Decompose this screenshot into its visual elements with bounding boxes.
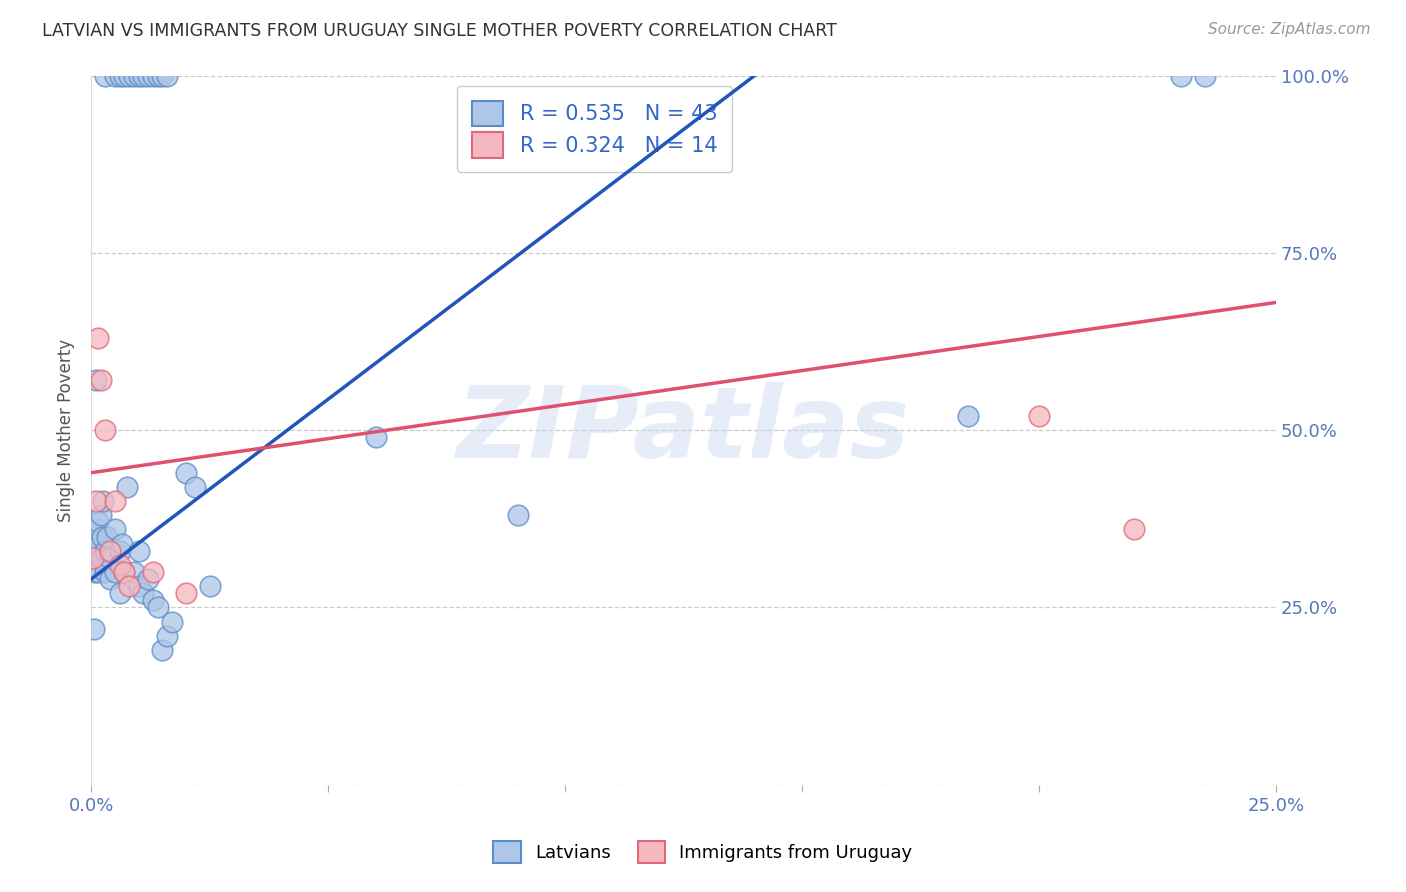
Text: ZIPatlas: ZIPatlas — [457, 382, 910, 479]
Point — [108, 586, 131, 600]
Point — [104, 523, 127, 537]
Point — [146, 69, 169, 83]
Point — [136, 69, 159, 83]
Point — [94, 69, 117, 83]
Point — [1170, 69, 1192, 83]
Point — [128, 579, 150, 593]
Point — [118, 69, 141, 83]
Point — [96, 529, 118, 543]
Point — [198, 579, 221, 593]
Point — [90, 550, 112, 565]
Point — [136, 572, 159, 586]
Point — [364, 430, 387, 444]
Point — [1028, 409, 1050, 423]
Point — [156, 629, 179, 643]
Point — [111, 536, 134, 550]
Point — [104, 69, 127, 83]
Point — [84, 565, 107, 579]
Point — [128, 543, 150, 558]
Point — [98, 543, 121, 558]
Point — [84, 374, 107, 388]
Point — [104, 494, 127, 508]
Point — [108, 543, 131, 558]
Point — [91, 494, 114, 508]
Point — [82, 550, 104, 565]
Point — [1194, 69, 1216, 83]
Point — [112, 565, 135, 579]
Point — [150, 643, 173, 657]
Y-axis label: Single Mother Poverty: Single Mother Poverty — [58, 339, 75, 522]
Point — [142, 565, 165, 579]
Point — [160, 615, 183, 629]
Point — [108, 69, 131, 83]
Point — [506, 508, 529, 523]
Point — [90, 508, 112, 523]
Point — [87, 331, 110, 345]
Legend: R = 0.535   N = 43, R = 0.324   N = 14: R = 0.535 N = 43, R = 0.324 N = 14 — [457, 86, 731, 172]
Legend: Latvians, Immigrants from Uruguay: Latvians, Immigrants from Uruguay — [482, 830, 924, 874]
Point — [184, 480, 207, 494]
Point — [94, 543, 117, 558]
Point — [112, 565, 135, 579]
Point — [174, 586, 197, 600]
Point — [87, 516, 110, 530]
Point — [142, 593, 165, 607]
Point — [956, 409, 979, 423]
Point — [104, 565, 127, 579]
Point — [122, 69, 145, 83]
Point — [174, 466, 197, 480]
Point — [146, 600, 169, 615]
Text: LATVIAN VS IMMIGRANTS FROM URUGUAY SINGLE MOTHER POVERTY CORRELATION CHART: LATVIAN VS IMMIGRANTS FROM URUGUAY SINGL… — [42, 22, 837, 40]
Point — [90, 529, 112, 543]
Point — [83, 622, 105, 636]
Point — [86, 523, 108, 537]
Point — [142, 69, 165, 83]
Point — [112, 69, 135, 83]
Point — [128, 69, 150, 83]
Point — [86, 536, 108, 550]
Point — [98, 572, 121, 586]
Point — [84, 494, 107, 508]
Point — [87, 565, 110, 579]
Point — [1122, 523, 1144, 537]
Point — [94, 423, 117, 437]
Point — [150, 69, 173, 83]
Text: Source: ZipAtlas.com: Source: ZipAtlas.com — [1208, 22, 1371, 37]
Point — [132, 586, 155, 600]
Point — [132, 69, 155, 83]
Point — [90, 374, 112, 388]
Point — [108, 558, 131, 572]
Point — [122, 565, 145, 579]
Point — [115, 480, 138, 494]
Point — [94, 565, 117, 579]
Point — [118, 579, 141, 593]
Point — [156, 69, 179, 83]
Point — [84, 529, 107, 543]
Point — [98, 550, 121, 565]
Point — [82, 543, 104, 558]
